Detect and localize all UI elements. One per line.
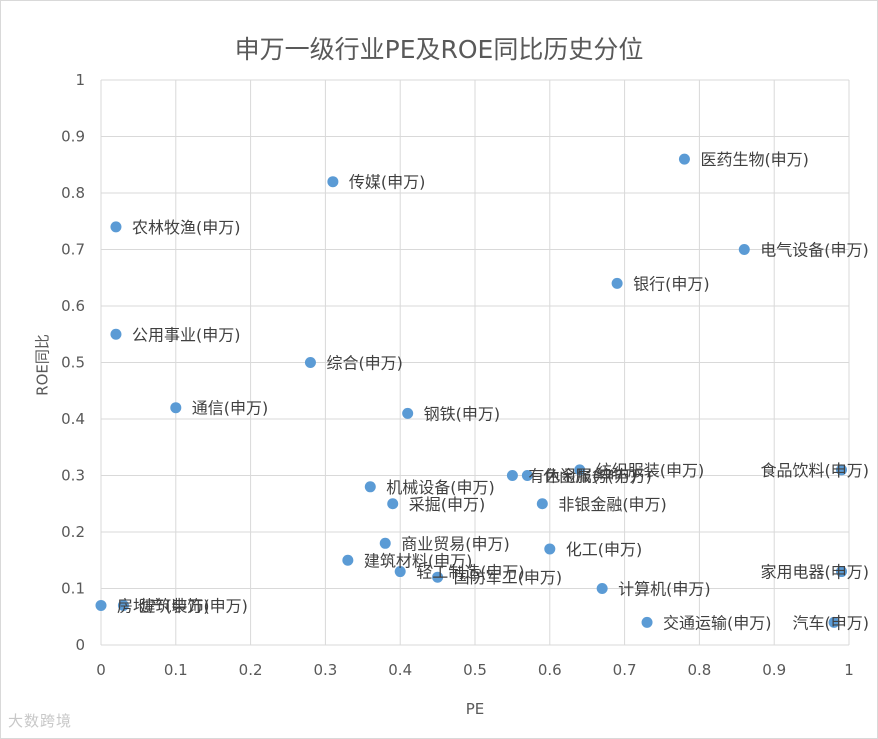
x-tick-label: 0.5 [463, 661, 487, 679]
data-label: 化工(申万) [566, 540, 643, 559]
data-point [836, 566, 848, 578]
data-label: 钢铁(申万) [424, 404, 501, 423]
data-label: 医药生物(申万) [700, 150, 809, 169]
data-point [641, 616, 653, 628]
data-point [521, 470, 533, 481]
y-tick-label: 0.4 [61, 410, 85, 428]
data-label: 房地产(申万) [117, 596, 210, 615]
x-tick-label: 0.9 [762, 661, 786, 679]
data-label: 食品饮料(申万) [761, 461, 870, 480]
y-tick-label: 0.3 [61, 467, 85, 485]
y-tick-label: 0.1 [61, 580, 85, 598]
data-point [574, 464, 586, 476]
data-label: 计算机(申万) [618, 580, 711, 599]
data-point [402, 407, 414, 419]
data-point [304, 357, 316, 368]
data-point [828, 616, 840, 628]
y-tick-label: 0.5 [61, 354, 85, 372]
y-tick-label: 0 [75, 636, 85, 654]
x-tick-label: 0.8 [687, 661, 711, 679]
data-label: 休闲服务(申万) [543, 467, 652, 486]
y-tick-label: 0.2 [61, 523, 85, 541]
data-label: 采掘(申万) [409, 495, 486, 514]
data-point [110, 328, 122, 340]
data-point [387, 498, 399, 510]
x-tick-label: 0.7 [613, 661, 637, 679]
data-label: 轻工制造(申万) [416, 563, 525, 582]
data-point [110, 221, 122, 233]
data-label: 汽车(申万) [793, 613, 870, 632]
data-label: 有色金属(申万) [528, 467, 637, 486]
data-point [536, 498, 548, 510]
data-point [327, 176, 339, 188]
data-label: 建筑装饰(申万) [139, 596, 248, 615]
x-tick-label: 0.3 [313, 661, 337, 679]
data-point [678, 153, 690, 165]
data-label: 农林牧渔(申万) [132, 218, 241, 237]
data-label: 机械设备(申万) [386, 478, 495, 497]
data-point [95, 599, 107, 611]
y-tick-label: 0.8 [61, 184, 85, 202]
data-label: 综合(申万) [326, 354, 403, 373]
data-label: 非银金融(申万) [558, 495, 667, 514]
x-tick-label: 1 [844, 661, 854, 679]
data-point [836, 464, 848, 476]
data-label: 纺织服装(申万) [596, 461, 705, 480]
data-point [364, 481, 376, 493]
data-label: 传媒(申万) [349, 173, 426, 192]
data-point [170, 402, 182, 414]
data-label: 电气设备(申万) [760, 241, 869, 260]
x-tick-label: 0 [96, 661, 106, 679]
data-label: 商业贸易(申万) [401, 534, 510, 553]
y-tick-label: 0.7 [61, 241, 85, 259]
watermark: 大数跨境 [8, 712, 73, 730]
data-label: 银行(申万) [633, 274, 710, 293]
x-axis-label: PE [465, 700, 485, 718]
x-tick-label: 0.2 [239, 661, 263, 679]
x-tick-label: 0.6 [538, 661, 562, 679]
data-point [596, 583, 608, 594]
data-point [611, 277, 623, 289]
x-tick-label: 0.4 [388, 661, 412, 679]
data-label: 公用事业(申万) [132, 325, 241, 344]
data-point [394, 566, 406, 578]
data-point [506, 470, 518, 481]
chart-title: 申万一级行业PE及ROE同比历史分位 [234, 35, 644, 64]
data-point [342, 554, 354, 566]
y-tick-label: 0.9 [61, 128, 85, 146]
data-label: 建筑材料(申万) [364, 551, 473, 570]
data-point [432, 571, 444, 583]
data-label: 家用电器(申万) [761, 563, 870, 582]
y-tick-label: 1 [75, 71, 85, 89]
data-point [379, 537, 391, 549]
data-label: 通信(申万) [192, 399, 268, 418]
data-label: 国防军工(申万) [454, 568, 562, 587]
x-tick-label: 0.1 [164, 661, 188, 679]
data-point [738, 244, 750, 255]
data-label: 交通运输(申万) [663, 613, 772, 632]
data-point [544, 543, 556, 555]
y-tick-label: 0.6 [61, 297, 85, 315]
data-point [117, 599, 129, 611]
